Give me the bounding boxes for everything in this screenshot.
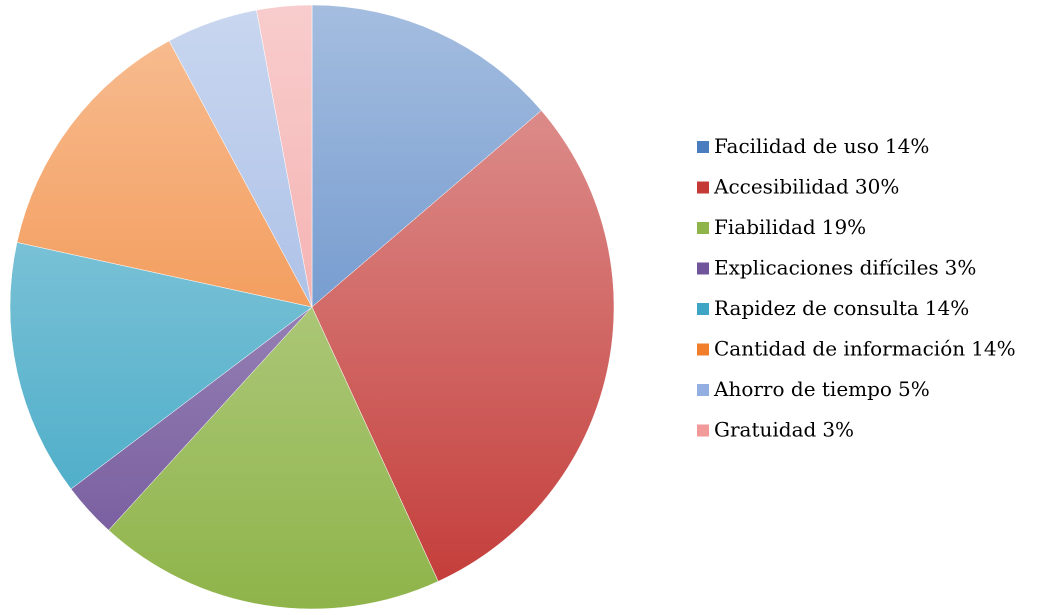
legend-value: 3% <box>822 417 854 441</box>
legend-swatch <box>697 384 709 396</box>
legend-value: 19% <box>822 215 866 239</box>
legend-category: Facilidad de uso <box>714 134 879 158</box>
legend-category: Cantidad de información <box>714 336 965 360</box>
legend-swatch <box>697 303 709 315</box>
legend-swatch <box>697 222 709 234</box>
legend-value: 14% <box>885 134 929 158</box>
legend-label: Ahorro de tiempo 5% <box>713 377 930 401</box>
legend-value: 14% <box>971 336 1015 360</box>
legend-label: Cantidad de información 14% <box>714 336 1016 360</box>
legend-category: Accesibilidad <box>713 174 849 198</box>
legend-category: Fiabilidad <box>714 215 816 239</box>
legend-category: Gratuidad <box>714 417 817 441</box>
legend-swatch <box>697 141 709 153</box>
legend-label: Explicaciones difíciles 3% <box>714 255 976 279</box>
legend-label: Accesibilidad 30% <box>713 174 899 198</box>
legend-category: Ahorro de tiempo <box>713 377 892 401</box>
legend-value: 3% <box>945 255 977 279</box>
legend-label: Rapidez de consulta 14% <box>714 296 969 320</box>
legend-label: Gratuidad 3% <box>714 417 854 441</box>
legend-value: 5% <box>898 377 930 401</box>
legend-label: Fiabilidad 19% <box>714 215 866 239</box>
legend-label: Facilidad de uso 14% <box>714 134 929 158</box>
legend: Facilidad de uso 14%Accesibilidad 30%Fiabi… <box>697 134 1016 441</box>
legend-swatch <box>697 343 709 356</box>
legend-swatch <box>697 424 709 437</box>
pie <box>9 4 615 610</box>
legend-swatch <box>697 181 709 194</box>
legend-swatch <box>697 262 709 275</box>
legend-category: Explicaciones difíciles <box>714 255 939 279</box>
legend-category: Rapidez de consulta <box>714 296 919 320</box>
legend-value: 14% <box>925 296 969 320</box>
legend-value: 30% <box>855 174 899 198</box>
